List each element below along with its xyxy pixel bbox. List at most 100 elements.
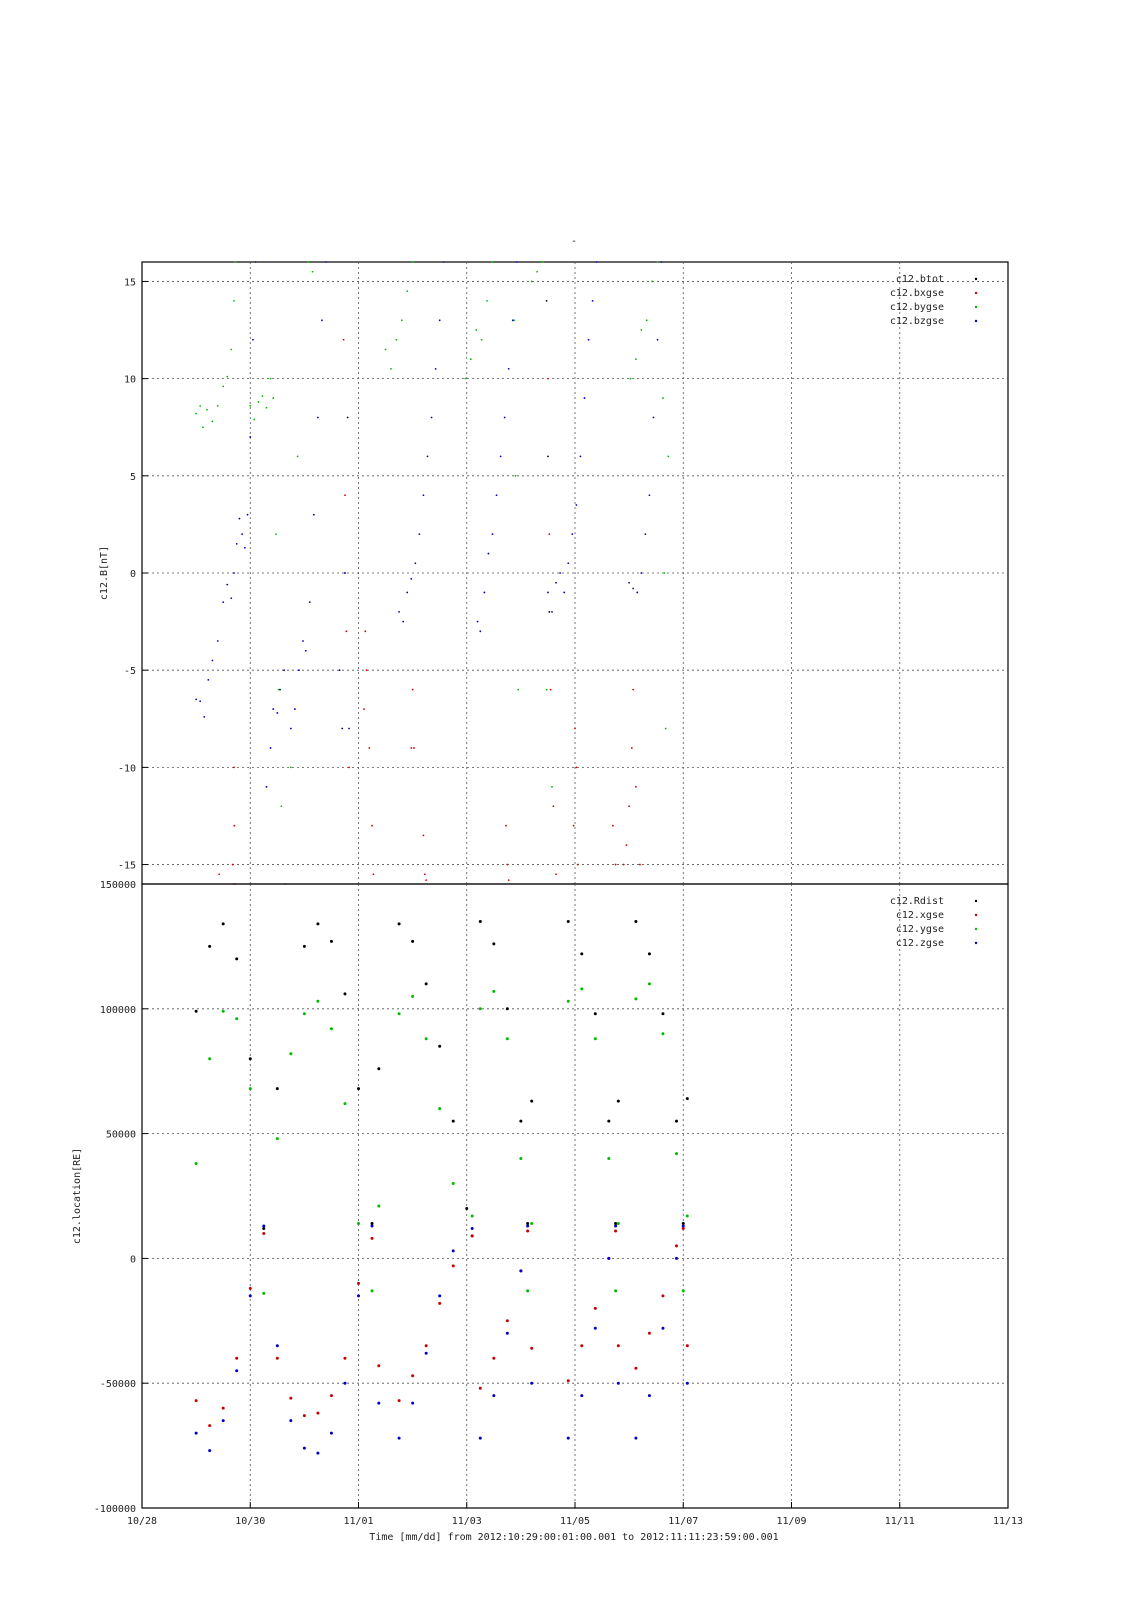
data-point [647, 1394, 651, 1398]
data-point [377, 1401, 381, 1405]
data-point [634, 358, 637, 361]
data-point [294, 708, 296, 710]
data-point [478, 1436, 482, 1440]
data-point [505, 1331, 509, 1335]
location-legend: c12.Rdist c12.xgse c12.ygse c12.zgse [890, 896, 978, 949]
data-point [248, 1057, 252, 1061]
data-point [344, 572, 346, 574]
data-point [647, 982, 651, 986]
data-point [199, 700, 202, 703]
data-point [519, 1119, 523, 1123]
data-point [505, 824, 507, 827]
y-tick-label: -50000 [100, 1379, 136, 1390]
data-point [308, 601, 311, 604]
data-point [660, 261, 663, 263]
data-point [674, 1119, 678, 1123]
data-point [371, 824, 373, 827]
data-point [652, 416, 655, 419]
data-point [298, 669, 300, 672]
data-point [475, 329, 478, 331]
data-point [681, 1221, 685, 1225]
x-tick-label: 10/30 [235, 1516, 265, 1527]
data-point [194, 1162, 198, 1166]
data-point [343, 1356, 347, 1360]
data-point [505, 1319, 509, 1323]
data-point [218, 873, 221, 876]
time-x-ticks: 10/28 10/30 11/01 11/03 11/05 11/07 11/09 11/11… [127, 1502, 1023, 1527]
data-point [438, 1044, 442, 1048]
data-point [487, 552, 490, 555]
data-point [505, 1037, 509, 1041]
data-point [478, 1007, 482, 1011]
data-point [595, 261, 598, 263]
data-point [221, 922, 225, 926]
x-tick-label: 11/11 [885, 1516, 915, 1527]
data-point [685, 1097, 689, 1101]
legend-marker [974, 913, 978, 917]
data-point [526, 1224, 530, 1228]
legend-marker [974, 277, 978, 281]
data-point [226, 583, 229, 586]
data-point [580, 987, 584, 991]
data-point [302, 640, 304, 642]
data-point [344, 494, 346, 497]
data-point [208, 1424, 212, 1428]
data-point [235, 1356, 239, 1360]
series-c12-ygse [194, 982, 689, 1295]
data-point [276, 712, 279, 714]
data-point [434, 368, 437, 370]
data-point [307, 261, 310, 263]
data-point [233, 824, 236, 827]
data-point [422, 834, 425, 837]
data-point [685, 1344, 689, 1348]
data-point [491, 533, 494, 536]
data-point [289, 1419, 293, 1423]
data-point [329, 1431, 333, 1435]
data-point [248, 1294, 252, 1298]
data-point [645, 319, 648, 322]
data-point [411, 261, 414, 263]
data-point [541, 261, 544, 263]
data-point [231, 863, 234, 866]
series-c12-Rdist [194, 919, 689, 1238]
data-point [639, 863, 641, 866]
data-point [470, 1234, 474, 1238]
data-point [411, 1374, 415, 1378]
data-point [593, 1037, 597, 1041]
legend-label: c12.ygse [896, 924, 944, 935]
magnetic-field-y-axis-label: c12.B[nT] [99, 546, 110, 600]
data-point [221, 1406, 225, 1410]
data-point [507, 368, 510, 370]
data-point [304, 649, 307, 652]
data-point [644, 533, 647, 536]
location-y-axis-label: c12.location[RE] [72, 1148, 83, 1244]
data-point [674, 1152, 678, 1156]
data-point [438, 1107, 442, 1111]
data-point [423, 873, 426, 876]
data-point [506, 863, 509, 866]
data-point [206, 408, 208, 411]
data-point [406, 591, 409, 594]
data-point [579, 455, 582, 458]
data-point [549, 688, 552, 691]
data-point [357, 1294, 360, 1298]
data-point [511, 319, 514, 322]
data-point [329, 939, 333, 943]
magnetic-field-y-ticks: 15 10 5 0 -5 -10 -15 [118, 277, 148, 872]
data-point [248, 1087, 252, 1091]
data-point [222, 601, 225, 604]
data-point [566, 1436, 570, 1440]
data-point [640, 572, 643, 574]
data-point [548, 610, 551, 613]
y-tick-label: -10 [118, 763, 136, 774]
data-point [526, 1289, 530, 1293]
data-point [201, 426, 204, 429]
data-point [636, 591, 639, 594]
data-point [580, 952, 584, 956]
data-point [625, 844, 628, 847]
data-point [406, 290, 409, 293]
data-point [272, 708, 275, 710]
legend-label: c12.xgse [896, 910, 944, 921]
data-point [233, 572, 235, 574]
